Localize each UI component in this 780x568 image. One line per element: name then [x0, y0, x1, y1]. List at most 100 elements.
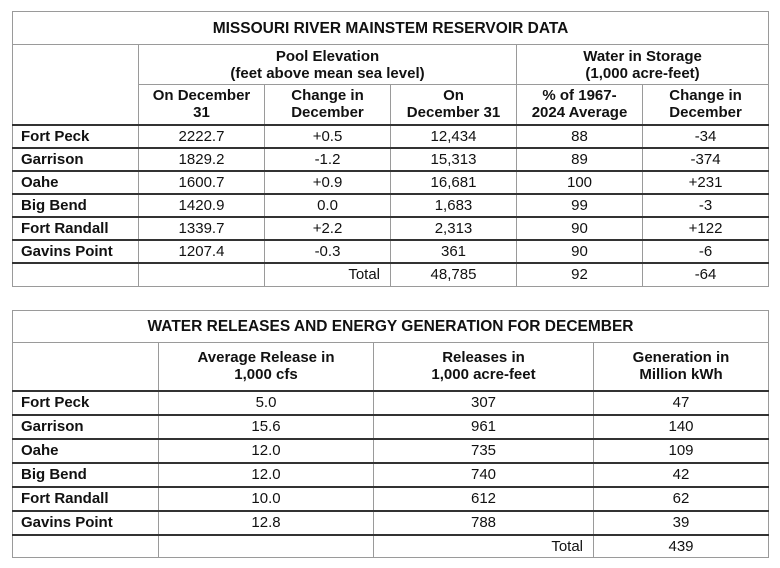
column-header: Average Release in 1,000 cfs [158, 342, 374, 392]
dam-name-cell: Fort Randall [12, 486, 159, 512]
reservoir-name-cell: Oahe [12, 170, 139, 195]
total-storage: 48,785 [390, 262, 517, 287]
elevation-change-cell: 0.0 [264, 193, 391, 218]
total-row: Total 439 [12, 534, 769, 558]
table-row: Garrison 1829.2 -1.2 15,313 89 -374 [12, 147, 770, 172]
column-header-line1: On [443, 87, 464, 105]
water-storage-header: Water in Storage (1,000 acre-feet) [515, 44, 770, 85]
generation-cell: 39 [593, 510, 769, 536]
storage-change-cell: -34 [641, 124, 770, 149]
table-row: Fort Peck 2222.7 +0.5 12,434 88 -34 [12, 124, 770, 149]
releases-cell: 961 [373, 414, 594, 440]
releases-generation-table: WATER RELEASES AND ENERGY GENERATION FOR… [12, 310, 769, 558]
reservoir-name-cell: Gavins Point [12, 239, 139, 264]
storage-change-cell: +122 [641, 216, 770, 241]
column-header-line1: Releases in [442, 349, 525, 367]
releases-cell: 612 [373, 486, 594, 512]
table-row: Gavins Point 12.8 788 39 [12, 510, 769, 536]
elevation-cell: 1207.4 [138, 239, 265, 264]
column-header-line2: December 31 [406, 104, 501, 122]
releases-table-title: WATER RELEASES AND ENERGY GENERATION FOR… [12, 310, 769, 343]
generation-cell: 62 [593, 486, 769, 512]
table-row: Gavins Point 1207.4 -0.3 361 90 -6 [12, 239, 770, 264]
percent-average-cell: 100 [516, 170, 643, 195]
table-row: Big Bend 12.0 740 42 [12, 462, 769, 488]
table-row: Oahe 1600.7 +0.9 16,681 100 +231 [12, 170, 770, 195]
total-label: Total [264, 262, 391, 287]
average-release-cell: 12.8 [158, 510, 374, 536]
column-header-line1: On December [152, 87, 251, 105]
dam-name-cell: Oahe [12, 438, 159, 464]
storage-header-line1: Water in Storage [583, 47, 702, 65]
column-header-line2: 1,000 cfs [234, 366, 298, 384]
storage-cell: 12,434 [390, 124, 517, 149]
table-row: Big Bend 1420.9 0.0 1,683 99 -3 [12, 193, 770, 218]
releases-cell: 788 [373, 510, 594, 536]
average-release-cell: 12.0 [158, 438, 374, 464]
elevation-change-cell: +0.9 [264, 170, 391, 195]
percent-average-cell: 89 [516, 147, 643, 172]
reservoir-name-cell: Fort Peck [12, 124, 139, 149]
column-header: Generation in Million kWh [593, 342, 769, 392]
dam-name-cell: Gavins Point [12, 510, 159, 536]
elevation-change-cell: -1.2 [264, 147, 391, 172]
empty-cell [158, 534, 374, 558]
column-header-line1: Change in [291, 87, 364, 105]
reservoir-table-title: MISSOURI RIVER MAINSTEM RESERVOIR DATA [11, 11, 770, 45]
empty-cell [12, 262, 139, 287]
total-pct: 92 [516, 262, 643, 287]
average-release-cell: 15.6 [158, 414, 374, 440]
storage-header-line2: (1,000 acre-feet) [585, 64, 700, 82]
column-header: Releases in 1,000 acre-feet [373, 342, 594, 392]
generation-cell: 140 [593, 414, 769, 440]
storage-change-cell: -6 [641, 239, 770, 264]
storage-change-cell: -374 [641, 147, 770, 172]
empty-cell [12, 534, 159, 558]
total-generation: 439 [593, 534, 769, 558]
elevation-cell: 1829.2 [138, 147, 265, 172]
column-header-line1: Average Release in [197, 349, 335, 367]
table-row: Fort Randall 1339.7 +2.2 2,313 90 +122 [12, 216, 770, 241]
elevation-cell: 1420.9 [138, 193, 265, 218]
reservoir-name-cell: Big Bend [12, 193, 139, 218]
column-header-line2: 31 [193, 104, 210, 122]
column-header-line2: 2024 Average [531, 104, 628, 122]
dam-name-cell: Fort Peck [12, 390, 159, 416]
column-header: % of 1967- 2024 Average [516, 84, 643, 126]
empty-header-cell [12, 44, 139, 126]
total-label: Total [373, 534, 594, 558]
releases-cell: 740 [373, 462, 594, 488]
reservoir-name-cell: Garrison [12, 147, 139, 172]
pool-header-line1: Pool Elevation [275, 47, 380, 65]
column-header-line1: Change in [669, 87, 742, 105]
elevation-change-cell: +0.5 [264, 124, 391, 149]
storage-cell: 1,683 [390, 193, 517, 218]
storage-change-cell: +231 [641, 170, 770, 195]
empty-header-cell [12, 342, 159, 392]
storage-change-cell: -3 [641, 193, 770, 218]
dam-name-cell: Big Bend [12, 462, 159, 488]
column-header-line1: % of 1967- [542, 87, 617, 105]
column-header: On December 31 [138, 84, 265, 126]
generation-cell: 47 [593, 390, 769, 416]
percent-average-cell: 88 [516, 124, 643, 149]
reservoir-data-table: MISSOURI RIVER MAINSTEM RESERVOIR DATA P… [11, 11, 770, 287]
storage-cell: 16,681 [390, 170, 517, 195]
generation-cell: 109 [593, 438, 769, 464]
elevation-cell: 1600.7 [138, 170, 265, 195]
percent-average-cell: 90 [516, 239, 643, 264]
storage-cell: 2,313 [390, 216, 517, 241]
average-release-cell: 12.0 [158, 462, 374, 488]
total-storage-change: -64 [641, 262, 770, 287]
percent-average-cell: 99 [516, 193, 643, 218]
column-header-line1: Generation in [632, 349, 730, 367]
column-header-line2: December [669, 104, 742, 122]
table-row: Garrison 15.6 961 140 [12, 414, 769, 440]
column-header: Change in December [264, 84, 391, 126]
table-row: Oahe 12.0 735 109 [12, 438, 769, 464]
percent-average-cell: 90 [516, 216, 643, 241]
column-header-line2: Million kWh [639, 366, 723, 384]
column-header-line2: December [291, 104, 364, 122]
pool-elevation-header: Pool Elevation (feet above mean sea level… [138, 44, 517, 85]
releases-cell: 735 [373, 438, 594, 464]
